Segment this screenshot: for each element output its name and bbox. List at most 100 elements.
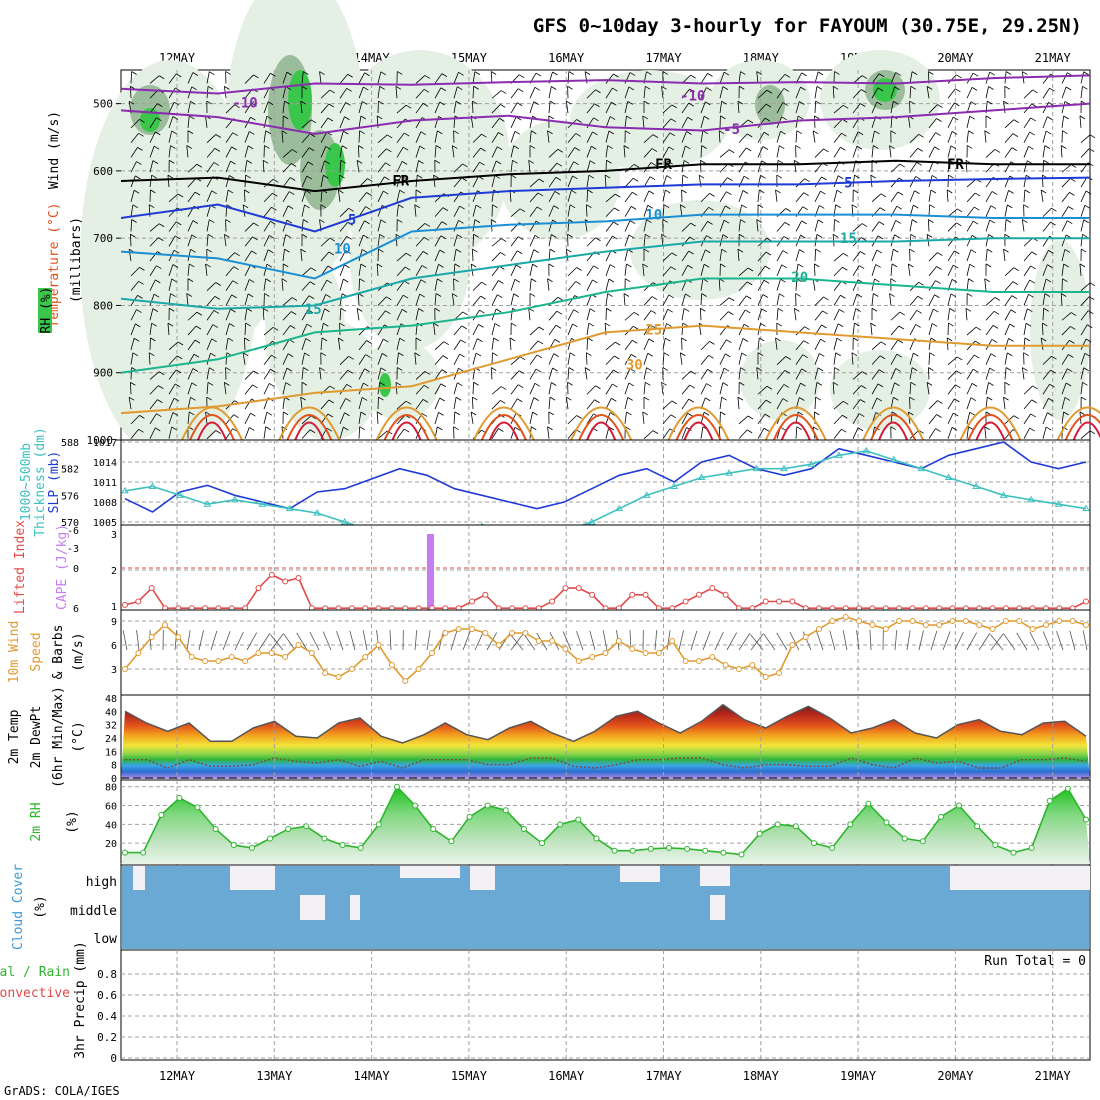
wind-barb-flag <box>662 367 668 371</box>
wind-barb-flag <box>764 117 771 122</box>
contour-label: -5 <box>723 122 740 138</box>
wind-barb-flag <box>1082 234 1088 238</box>
wind-tick-label: 3 <box>111 665 117 676</box>
wind-barb-10m <box>829 630 836 651</box>
wind-barb-10m <box>246 632 258 651</box>
wind-barb-flag <box>915 176 921 180</box>
wind-barb <box>320 131 328 143</box>
wind-barb <box>453 86 458 99</box>
wind-barb-flag <box>721 396 727 401</box>
wind-barb <box>282 219 288 232</box>
wind-barb-10m <box>966 632 978 651</box>
wind-barb-flag <box>670 118 677 123</box>
wind-barb <box>415 399 424 410</box>
wind-barb <box>187 115 190 128</box>
wind-barb <box>1023 160 1028 173</box>
wind-barb <box>206 71 210 84</box>
temp2m-label-a: 2m Temp <box>7 709 22 764</box>
temp-tick-label: 16 <box>105 747 117 758</box>
wind-barb <box>586 265 594 277</box>
wind-speed-line-marker <box>882 626 889 632</box>
wind-barb-flag <box>358 145 364 149</box>
wind-barb-flag <box>1013 267 1019 272</box>
wind-barb <box>776 102 784 114</box>
cloud-gap <box>400 866 460 878</box>
lifted-index-line-marker <box>148 585 155 592</box>
wind-barb <box>852 323 855 336</box>
wind-barb-flag <box>671 104 677 109</box>
wind-barb-flag <box>681 189 687 194</box>
wind-barb-flag <box>967 145 973 149</box>
wind-barb-flag <box>344 116 350 121</box>
wind-barb <box>985 311 995 321</box>
surface-contour <box>862 406 925 441</box>
wind-barb <box>433 323 436 336</box>
wind-barb <box>451 145 455 158</box>
wind-barb-10m <box>856 630 860 651</box>
wind-barb-flag <box>156 413 162 418</box>
wind-barb-flag <box>910 85 917 90</box>
wind-barb-flag <box>720 411 726 416</box>
wind-barb <box>453 101 457 114</box>
wind-barb <box>928 104 938 114</box>
rh-line-marker <box>122 849 128 856</box>
wind-speed-line-marker <box>469 626 476 632</box>
wind-barb-flag <box>227 337 234 342</box>
wind-barb-flag <box>366 340 372 344</box>
wind-barb <box>453 220 459 232</box>
wind-barb <box>870 323 873 336</box>
wind-barb <box>567 175 573 188</box>
wind-barb <box>453 397 457 410</box>
wind-barb <box>528 160 531 173</box>
wind-barb-flag <box>1045 426 1052 431</box>
wind-barb <box>377 234 381 247</box>
wind-barb <box>565 101 569 114</box>
rh-line-marker <box>303 823 310 830</box>
wind-barb-flag <box>326 279 333 284</box>
wind-barb <box>434 87 442 99</box>
wind-speed-line-marker <box>629 646 636 652</box>
rh-line-marker <box>1010 849 1017 856</box>
wind-speed-line-marker <box>162 622 169 628</box>
wind-barb <box>377 296 387 306</box>
wind-barb-flag <box>761 308 767 313</box>
wind-barb-flag <box>646 71 652 76</box>
wind-barb-flag <box>174 87 181 92</box>
wind-speed-line-marker <box>308 650 315 656</box>
wind-barb <box>928 252 938 262</box>
wind-barb <box>738 338 744 350</box>
wind-barb-flag <box>344 412 350 417</box>
wind-barb <box>852 399 861 410</box>
wind-barb <box>263 235 270 247</box>
wind-barb <box>1080 148 1090 158</box>
rh-line-marker <box>140 849 147 856</box>
wind-barb-flag <box>193 353 200 358</box>
wind-barb-flag <box>549 396 556 401</box>
wind-barb <box>377 324 385 336</box>
wind-barb-flag <box>785 208 791 212</box>
precip-tick-label: 0 <box>110 1052 117 1065</box>
wind-speed-line-marker <box>602 650 609 656</box>
wind-barb <box>263 327 274 336</box>
panel-temp-grid <box>176 695 1054 780</box>
wind-barb <box>472 86 475 99</box>
wind-barb-flag <box>893 248 899 253</box>
wind-barb-flag <box>685 293 691 298</box>
wind-barb-flag <box>1008 338 1014 342</box>
wind-barb <box>242 352 246 365</box>
surface-contour <box>578 414 625 441</box>
wind-barb-flag <box>926 234 933 238</box>
wind-barb-flag <box>574 147 580 151</box>
wind-barb-flag <box>306 175 313 180</box>
wind-barb-flag <box>910 381 917 386</box>
wind-barb-flag <box>687 412 693 417</box>
wind-barb-flag <box>1068 354 1074 358</box>
wind-speed-line-marker <box>722 662 729 668</box>
wind-barb-flag <box>926 86 933 90</box>
wind10-label-c: & Barbs <box>51 625 66 680</box>
wind-barb <box>926 86 930 99</box>
wind-barb <box>1003 249 1006 262</box>
wind-barb-flag <box>554 191 561 195</box>
wind-barb <box>510 236 519 247</box>
wind-barb-flag <box>566 396 572 401</box>
